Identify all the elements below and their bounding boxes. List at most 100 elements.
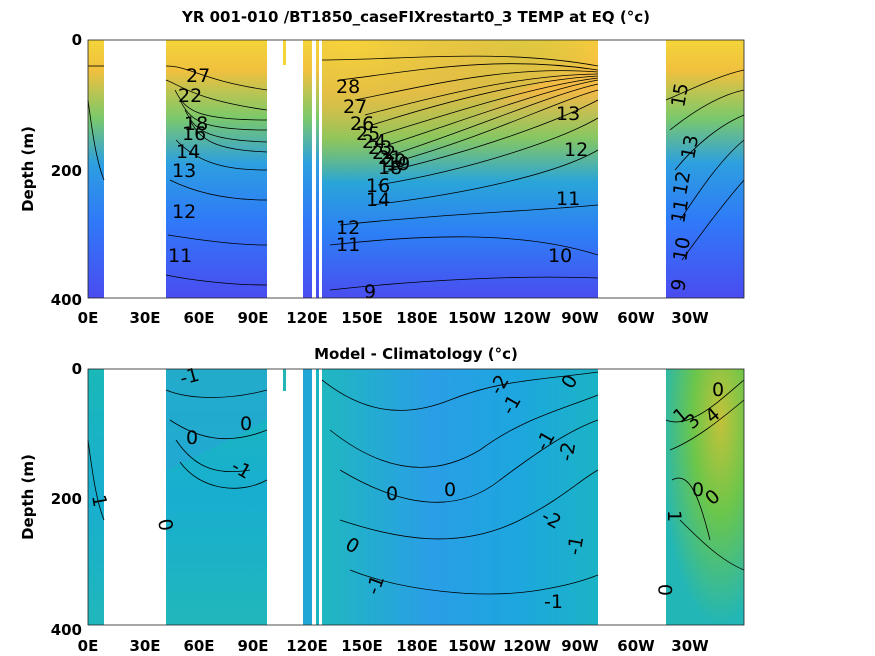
top-label-11-atl: 11 [667, 197, 693, 225]
top-label-11-io: 11 [168, 245, 192, 267]
bottom-xtick-150E: 150E [341, 637, 383, 655]
top-label-20: 20 [382, 150, 406, 172]
bottom-xtick-30E: 30E [129, 637, 160, 655]
bottom-field-strip-c [316, 369, 319, 625]
top-field-strip-c [316, 40, 319, 298]
top-xtick-60W: 60W [617, 309, 655, 327]
top-label-9: 9 [364, 281, 376, 303]
bottom-xtick-150W: 150W [448, 637, 496, 655]
top-xtick-90W: 90W [561, 309, 599, 327]
bottom-xtick-90W: 90W [561, 637, 599, 655]
top-field-west-sliver [88, 40, 104, 298]
top-label-19: 19 [386, 153, 410, 175]
top-field-strip-a [283, 40, 286, 65]
top-xtick-90E: 90E [237, 309, 268, 327]
bottom-ytick-0: 0 [72, 360, 82, 378]
bottom-label-0-west: 0 [153, 517, 177, 533]
bottom-label-0-pac2: 0 [444, 479, 456, 501]
top-label-12-io: 12 [172, 201, 196, 223]
top-xtick-120W: 120W [503, 309, 551, 327]
top-label-14-io: 14 [176, 141, 200, 163]
top-label-24: 24 [362, 131, 386, 153]
top-label-9-atl: 9 [667, 277, 691, 293]
top-ytick-400: 400 [51, 291, 82, 309]
top-label-12: 12 [336, 217, 360, 239]
top-xtick-150E: 150E [341, 309, 383, 327]
top-label-26: 26 [350, 113, 374, 135]
top-xtick-120E: 120E [286, 309, 328, 327]
top-ytick-0: 0 [72, 31, 82, 49]
top-xtick-30W: 30W [671, 309, 709, 327]
bottom-axes-frame [87, 368, 745, 626]
bottom-y-axis: 0 200 400 Depth (m) [19, 360, 82, 639]
bottom-label-0-atl2: 0 [692, 479, 704, 501]
bottom-field-pacific [322, 369, 598, 625]
top-label-27-io: 27 [186, 65, 210, 87]
top-warm-pool [322, 40, 598, 200]
bottom-label-minus1-pac3: -1 [563, 534, 588, 556]
bottom-title: Model - Climatology (°c) [314, 345, 518, 363]
bottom-label-0-atl4: 0 [655, 584, 677, 596]
bottom-contours [87, 371, 745, 595]
top-x-axis: 0E 30E 60E 90E 120E 150E 180E 150W 120W … [78, 309, 710, 327]
top-label-22-io: 22 [178, 85, 202, 107]
bottom-xtick-120E: 120E [286, 637, 328, 655]
top-label-23: 23 [368, 137, 392, 159]
top-plot-area: 28 27 26 25 24 23 22 21 20 19 18 16 14 1… [87, 39, 745, 303]
top-xtick-30E: 30E [129, 309, 160, 327]
top-xtick-150W: 150W [448, 309, 496, 327]
bottom-plot-area: -1 0 0 -1 1 0 -2 -1 0 -1 -2 0 0 -2 -1 -1… [87, 364, 745, 626]
top-label-13-io: 13 [172, 160, 196, 182]
top-label-11: 11 [336, 234, 360, 256]
top-label-15-atl: 15 [667, 81, 693, 109]
bottom-xtick-60W: 60W [617, 637, 655, 655]
top-label-16-io: 16 [182, 123, 206, 145]
bottom-xtick-120W: 120W [503, 637, 551, 655]
bottom-xtick-0E: 0E [78, 637, 99, 655]
top-label-22: 22 [372, 142, 396, 164]
bottom-xtick-180E: 180E [396, 637, 438, 655]
bottom-label-1-west: 1 [87, 493, 111, 509]
bottom-x-axis: 0E 30E 60E 90E 120E 150E 180E 150W 120W … [78, 637, 710, 655]
top-xtick-0E: 0E [78, 309, 99, 327]
top-label-14: 14 [366, 189, 390, 211]
bottom-label-0-atl: 0 [712, 379, 724, 401]
bottom-ytick-200: 200 [51, 490, 82, 508]
top-label-21: 21 [378, 147, 402, 169]
top-label-27: 27 [343, 96, 367, 118]
bottom-xtick-60E: 60E [183, 637, 214, 655]
top-label-12-pac: 12 [564, 139, 588, 161]
bottom-label-minus2-pac2: -2 [555, 440, 580, 462]
bottom-label-minus1-pac5: -1 [544, 591, 563, 613]
top-label-18: 18 [378, 157, 402, 179]
top-label-25: 25 [356, 123, 380, 145]
top-ylabel: Depth (m) [19, 126, 37, 212]
top-field-indian [166, 40, 267, 298]
bottom-ylabel: Depth (m) [19, 454, 37, 540]
top-contour-labels: 28 27 26 25 24 23 22 21 20 19 18 16 14 1… [168, 65, 703, 303]
bottom-xtick-30W: 30W [671, 637, 709, 655]
top-label-13-atl: 13 [677, 133, 703, 161]
bottom-field-west-sliver [88, 369, 104, 625]
bottom-indian-warm [166, 369, 267, 470]
top-label-16: 16 [366, 175, 390, 197]
top-axes-frame [87, 39, 745, 299]
top-label-11-pac: 11 [556, 188, 580, 210]
top-label-13-pac: 13 [556, 103, 580, 125]
bottom-label-1-atl2: 1 [663, 510, 685, 522]
bottom-xtick-90E: 90E [237, 637, 268, 655]
top-label-10-atl: 10 [669, 235, 695, 263]
top-label-18-io: 18 [184, 113, 208, 135]
top-label-12-atl: 12 [669, 169, 695, 197]
top-y-axis: 0 200 400 Depth (m) [19, 31, 82, 309]
top-ytick-200: 200 [51, 162, 82, 180]
top-field-strip-b [303, 40, 312, 298]
top-title: YR 001-010 /BT1850_caseFIXrestart0_3 TEM… [181, 8, 650, 26]
bottom-field-strip-b [303, 369, 312, 625]
top-label-28: 28 [336, 76, 360, 98]
bottom-label-0-io2: 0 [186, 427, 198, 449]
bottom-label-0-pac3: 0 [386, 483, 398, 505]
top-xtick-180E: 180E [396, 309, 438, 327]
top-contours [87, 55, 745, 291]
